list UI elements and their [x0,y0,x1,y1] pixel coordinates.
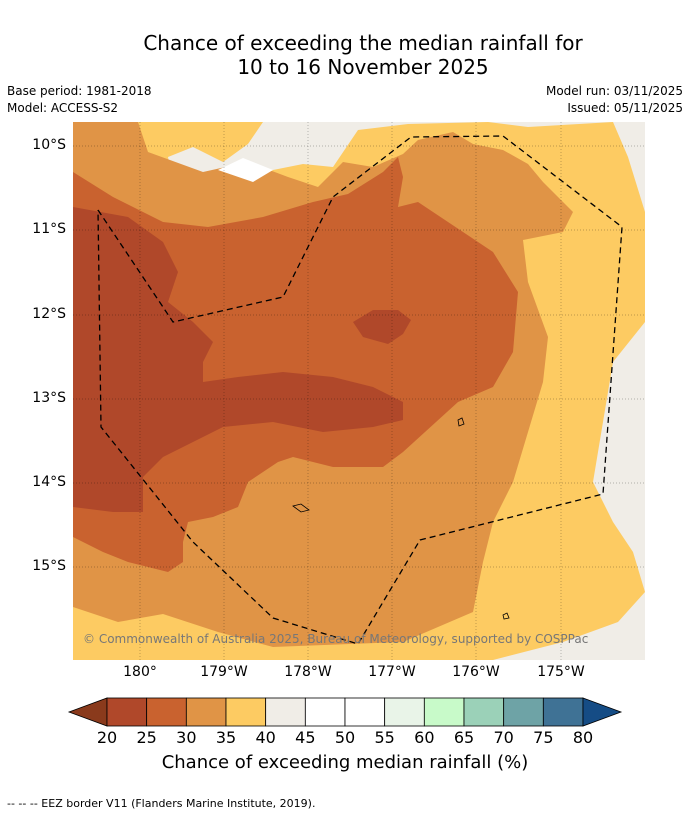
lat-label-15s: 15°S [32,558,66,574]
model-run: Model run: 03/11/2025 [545,84,683,98]
colorbar-bin [225,697,267,727]
colorbar-tick-label: 50 [334,728,356,747]
rainfall-map-svg [73,122,645,660]
map-title-line1: Chance of exceeding the median rainfall … [143,31,583,55]
copyright-notice: © Commonwealth of Australia 2025, Bureau… [83,632,589,646]
colorbar-bin [384,697,425,727]
colorbar-bin [542,697,584,727]
lon-label-175w: 175°W [537,664,585,680]
colorbar-bin [503,697,544,727]
base-period: Base period: 1981-2018 [7,84,152,98]
colorbar-bin [304,697,346,727]
colorbar-tick-label: 75 [533,728,554,747]
colorbar-tick-label: 40 [255,728,276,747]
lon-label-177w: 177°W [368,664,416,680]
colorbar-title: Chance of exceeding median rainfall (%) [161,752,529,773]
lon-label-179w: 179°W [200,664,248,680]
lat-label-11s: 11°S [32,221,66,237]
eez-border [97,135,623,645]
map-title-line2: 10 to 16 November 2025 [237,55,489,79]
model-name: Model: ACCESS-S2 [7,101,119,115]
island [457,417,465,427]
colorbar-tick-label: 45 [295,728,316,747]
colorbar-tick-label: 60 [414,728,435,747]
region-white-patch [218,158,273,182]
graticule [73,122,645,660]
colorbar-bin [146,697,187,727]
colorbar-bin [185,697,227,727]
colorbar-bin [463,697,505,727]
lon-label-180: 180° [123,664,157,680]
region-25-30 [73,157,518,572]
lon-label-176w: 176°W [452,664,500,680]
lat-label-10s: 10°S [32,137,66,153]
colorbar-tick-label: 55 [374,728,395,747]
issued-date: Issued: 05/11/2025 [567,101,683,115]
colorbar-tick-label: 25 [136,728,157,747]
colorbar [67,697,623,727]
colorbar-bin [265,697,306,727]
island [502,612,510,620]
colorbar-tick-label: 65 [453,728,475,747]
colorbar-bin [423,697,465,727]
colorbar-tick-label: 70 [493,728,514,747]
region-20-25 [73,207,403,512]
colorbar-bin [106,697,148,727]
rainfall-map: © Commonwealth of Australia 2025, Bureau… [73,122,645,660]
region-dark-patch [353,310,411,344]
colorbar-extend-high [582,697,623,727]
map-title: Chance of exceeding the median rainfall … [0,31,690,79]
meta-right: Model run: 03/11/2025 Issued: 05/11/2025 [546,83,683,117]
eez-legend: -- -- -- EEZ border V11 (Flanders Marine… [7,797,316,810]
colorbar-tick-label: 80 [572,728,594,747]
colorbar-tick-label: 20 [96,728,118,747]
lat-label-13s: 13°S [32,390,66,406]
lon-label-178w: 178°W [284,664,332,680]
colorbar-tick-label: 30 [176,728,197,747]
colorbar-extend-low [67,697,108,727]
lat-label-12s: 12°S [32,306,66,322]
island [292,503,310,513]
meta-left: Base period: 1981-2018 Model: ACCESS-S2 [7,83,152,117]
colorbar-tick-label: 35 [215,728,237,747]
lat-label-14s: 14°S [32,474,66,490]
colorbar-bin [344,697,386,727]
